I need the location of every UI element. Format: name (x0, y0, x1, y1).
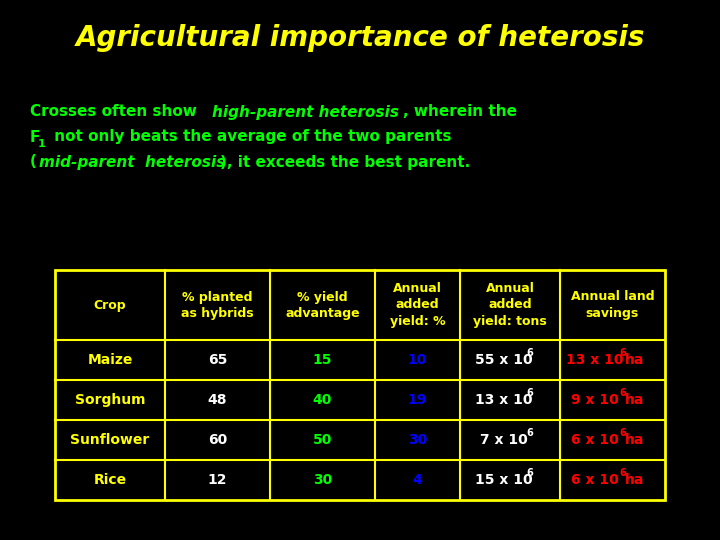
Text: not only beats the average of the two parents: not only beats the average of the two pa… (49, 130, 451, 145)
Text: Crosses often show: Crosses often show (30, 105, 212, 119)
Text: , wherein the: , wherein the (403, 105, 517, 119)
Text: 60: 60 (208, 433, 227, 447)
Text: 6 x 10: 6 x 10 (571, 473, 618, 487)
Text: 48: 48 (208, 393, 228, 407)
Text: 9 x 10: 9 x 10 (571, 393, 618, 407)
Text: 15 x 10: 15 x 10 (475, 473, 533, 487)
Text: Crop: Crop (94, 299, 126, 312)
Text: 13 x 10: 13 x 10 (475, 393, 533, 407)
Text: % yield
advantage: % yield advantage (285, 291, 360, 320)
Text: % planted
as hybrids: % planted as hybrids (181, 291, 254, 320)
Text: high-parent heterosis: high-parent heterosis (212, 105, 399, 119)
Text: ha: ha (625, 433, 644, 447)
Text: 7 x 10: 7 x 10 (480, 433, 528, 447)
Text: 19: 19 (408, 393, 427, 407)
Text: 12: 12 (208, 473, 228, 487)
Text: 40: 40 (312, 393, 332, 407)
Text: 6: 6 (526, 428, 534, 438)
Text: 6: 6 (619, 348, 626, 358)
Text: 6: 6 (526, 348, 534, 358)
Text: 1: 1 (38, 139, 46, 149)
Text: Sunflower: Sunflower (71, 433, 150, 447)
Text: Annual
added
yield: tons: Annual added yield: tons (473, 282, 547, 327)
Text: Rice: Rice (94, 473, 127, 487)
Text: ), it exceeds the best parent.: ), it exceeds the best parent. (220, 154, 470, 170)
Text: ha: ha (625, 353, 644, 367)
Text: ha: ha (625, 473, 644, 487)
Text: ha: ha (625, 393, 644, 407)
Text: 55 x 10: 55 x 10 (475, 353, 533, 367)
Text: 50: 50 (312, 433, 332, 447)
Text: 10: 10 (408, 353, 427, 367)
Text: 6: 6 (619, 468, 626, 478)
Text: 15: 15 (312, 353, 332, 367)
Text: 13 x 10: 13 x 10 (566, 353, 624, 367)
Text: F: F (30, 130, 40, 145)
Text: Maize: Maize (87, 353, 132, 367)
Bar (55, 270, 665, 500)
Text: 30: 30 (408, 433, 427, 447)
Text: Agricultural importance of heterosis: Agricultural importance of heterosis (76, 24, 644, 52)
Text: mid-parent  heterosis: mid-parent heterosis (39, 154, 225, 170)
Text: 6 x 10: 6 x 10 (571, 433, 618, 447)
Text: 30: 30 (313, 473, 332, 487)
Text: 4: 4 (413, 473, 423, 487)
Text: 6: 6 (619, 388, 626, 398)
Text: 6: 6 (526, 468, 534, 478)
Text: 6: 6 (619, 428, 626, 438)
Text: (: ( (30, 154, 37, 170)
Text: 65: 65 (208, 353, 228, 367)
Text: Annual land
savings: Annual land savings (571, 291, 654, 320)
Text: Sorghum: Sorghum (75, 393, 145, 407)
Text: Annual
added
yield: %: Annual added yield: % (390, 282, 445, 327)
Text: 6: 6 (526, 388, 534, 398)
